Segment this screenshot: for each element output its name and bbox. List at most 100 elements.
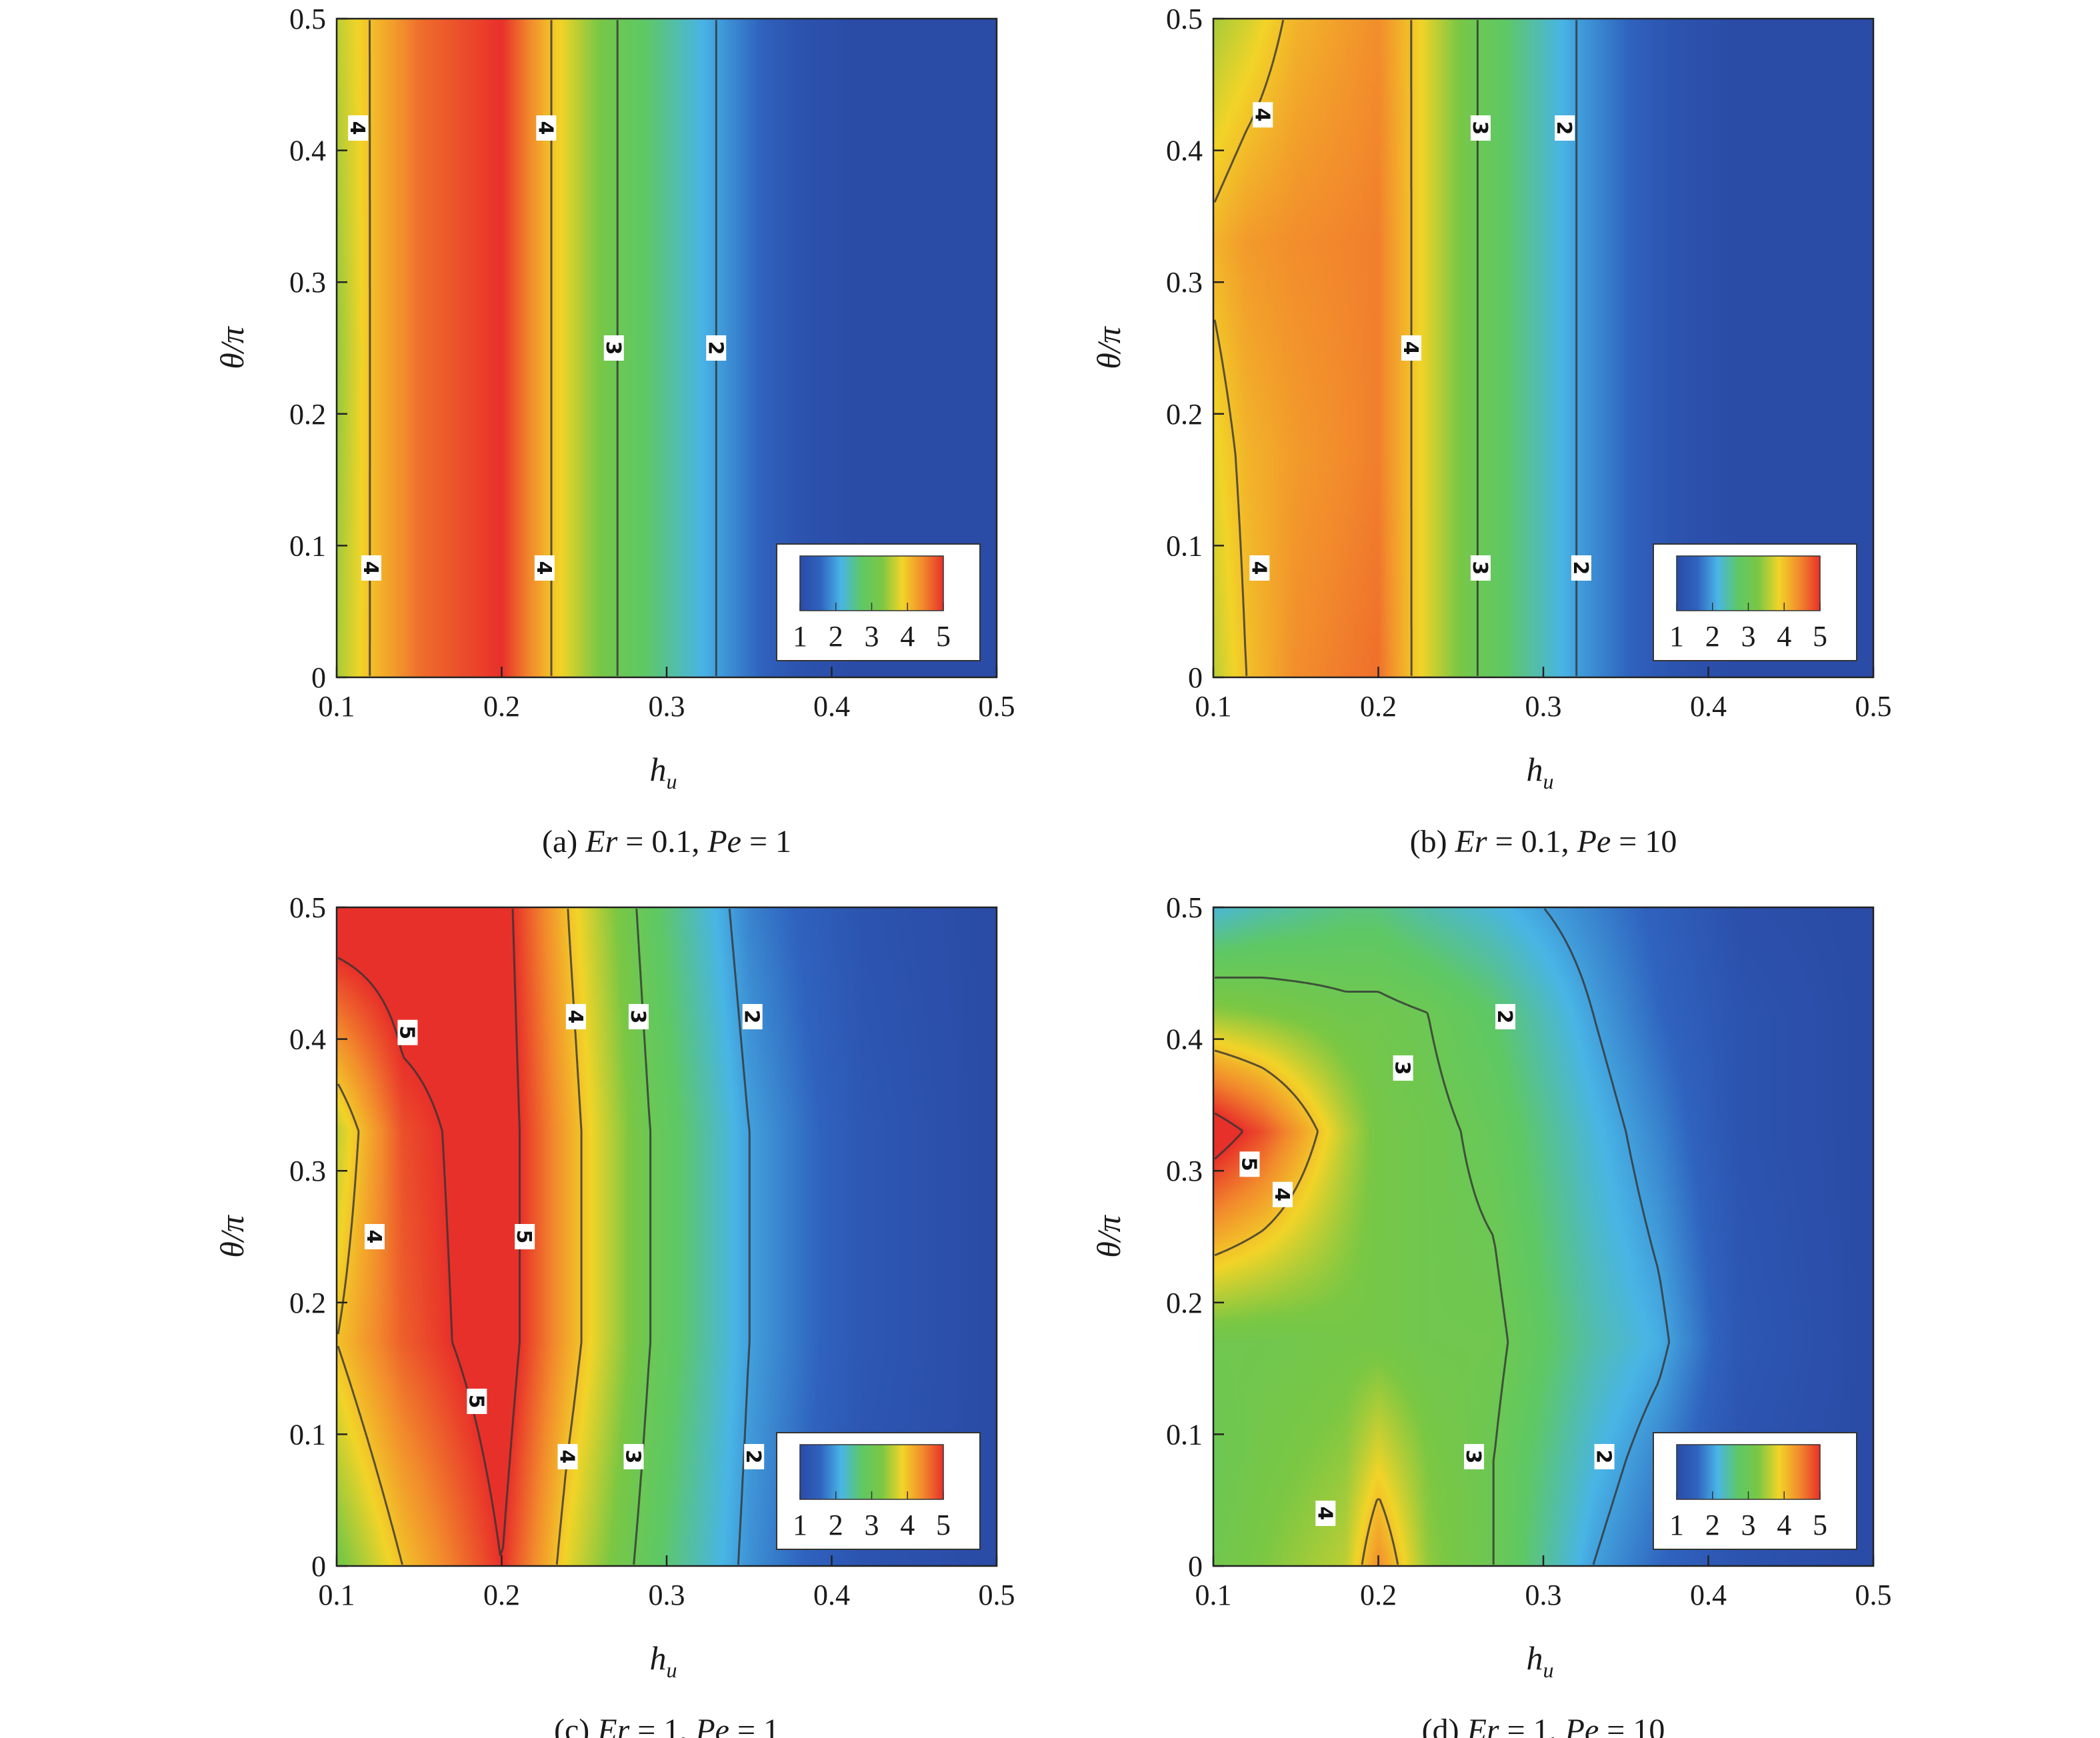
colorbar-tick-label: 1 bbox=[793, 1509, 807, 1541]
colorbar-gradient bbox=[799, 555, 944, 611]
panel-b: 43 244 3 20.1 0.2 0.3 0.4 0.500.10.20.30.40.5hu… bbox=[1090, 3, 1892, 859]
colorbar-tick-label: 5 bbox=[936, 1509, 951, 1541]
y-tick-label: 0.2 bbox=[289, 398, 326, 431]
x-tick-label: 0.1 bbox=[319, 1579, 355, 1611]
colorbar-tick-label: 1 bbox=[793, 620, 807, 653]
contour-label-text: 4 bbox=[1313, 1507, 1336, 1521]
colorbar-tick-label: 5 bbox=[1813, 620, 1827, 653]
y-tick-label: 0.1 bbox=[289, 529, 326, 562]
y-tick-label: 0.4 bbox=[1166, 1023, 1203, 1056]
contour-label: 4 bbox=[1250, 102, 1273, 128]
contour-label: 5 bbox=[464, 1389, 487, 1414]
contour-label-text: 4 bbox=[533, 121, 557, 135]
panel-a: 4 43 24 40.1 0.2 0.3 0.4 0.500.10.20.30.40.5huθ… bbox=[213, 3, 1015, 859]
contour-label: 5 bbox=[1237, 1151, 1260, 1177]
contour-label-text: 2 bbox=[741, 1450, 765, 1464]
panel-c: 54 3 24 554 3 20.1 0.2 0.3 0.4 0.500.10.20.30.40.… bbox=[213, 891, 1015, 1738]
colorbar-tick-label: 3 bbox=[865, 1509, 879, 1541]
y-axis-label: θ/π bbox=[213, 325, 251, 369]
x-axis-label: hu bbox=[1527, 751, 1554, 793]
y-tick-label: 0.2 bbox=[1166, 1287, 1203, 1319]
y-axis-label: θ/π bbox=[1090, 1214, 1127, 1257]
x-tick-label: 0.4 bbox=[813, 1579, 850, 1611]
contour-label: 2 bbox=[1569, 555, 1592, 581]
x-tick-label: 0.3 bbox=[1525, 1579, 1562, 1611]
contour-label: 5 bbox=[512, 1224, 535, 1249]
x-tick-label: 0.2 bbox=[1360, 690, 1397, 723]
contour-line-3 bbox=[633, 909, 652, 1565]
contour-line-2 bbox=[728, 908, 751, 1565]
y-axis-label: θ/π bbox=[1090, 325, 1127, 369]
contour-label: 4 bbox=[532, 555, 555, 581]
y-tick-label: 0 bbox=[1188, 661, 1203, 694]
colorbar-tick-label: 4 bbox=[900, 620, 915, 653]
y-tick-label: 0 bbox=[311, 1550, 326, 1583]
x-tick-label: 0.2 bbox=[1360, 1579, 1397, 1611]
x-tick-label: 0.5 bbox=[1855, 1579, 1892, 1611]
y-tick-label: 0.3 bbox=[1166, 266, 1203, 299]
contour-label-text: 5 bbox=[512, 1230, 535, 1244]
panel-caption: (b) Er = 0.1, Pe = 10 bbox=[1410, 824, 1677, 859]
contour-label: 4 bbox=[1247, 555, 1270, 581]
panel-caption: (a) Er = 0.1, Pe = 1 bbox=[542, 824, 791, 859]
y-tick-label: 0.3 bbox=[1166, 1155, 1203, 1187]
contour-label: 2 bbox=[703, 335, 727, 361]
contour-label-text: 3 bbox=[1468, 121, 1491, 135]
contour-label: 2 bbox=[1552, 115, 1575, 141]
contour-label-text: 2 bbox=[1493, 1010, 1516, 1024]
x-tick-label: 0.1 bbox=[319, 690, 355, 723]
x-axis-label: hu bbox=[650, 1639, 677, 1682]
y-tick-label: 0 bbox=[311, 661, 326, 694]
colorbar-tick-label: 3 bbox=[865, 620, 879, 653]
contour-label-text: 5 bbox=[464, 1395, 487, 1409]
contour-label: 4 bbox=[1270, 1181, 1293, 1207]
x-tick-label: 0.1 bbox=[1195, 1579, 1232, 1611]
colorbar-tick-label: 2 bbox=[829, 620, 843, 653]
y-tick-label: 0.5 bbox=[1166, 3, 1203, 35]
contour-label-text: 3 bbox=[601, 341, 625, 355]
contour-label-text: 3 bbox=[1468, 561, 1491, 575]
contour-label: 3 bbox=[1391, 1055, 1414, 1081]
contour-label: 2 bbox=[1493, 1004, 1516, 1030]
contour-label: 2 bbox=[1592, 1443, 1615, 1469]
contour-label-text: 5 bbox=[1237, 1157, 1260, 1171]
y-tick-label: 0.5 bbox=[289, 3, 326, 35]
contour-label-text: 3 bbox=[621, 1450, 645, 1464]
contour-label-text: 3 bbox=[626, 1010, 649, 1024]
x-tick-label: 0.5 bbox=[979, 690, 1015, 723]
contour-label: 2 bbox=[741, 1443, 765, 1469]
contour-label: 4 bbox=[359, 555, 382, 581]
contour-label: 3 bbox=[626, 1004, 649, 1030]
contour-label-text: 2 bbox=[740, 1010, 763, 1024]
y-tick-label: 0.1 bbox=[1166, 1418, 1203, 1451]
colorbar-tick-label: 1 bbox=[1669, 1509, 1684, 1541]
x-axis-label: hu bbox=[1527, 1639, 1554, 1682]
y-tick-label: 0.4 bbox=[289, 135, 326, 167]
contour-line-4 bbox=[1214, 1049, 1399, 1565]
contour-label: 4 bbox=[533, 115, 557, 141]
contour-label-text: 4 bbox=[1270, 1187, 1293, 1201]
contour-label-text: 4 bbox=[362, 1230, 385, 1244]
colorbar-tick-label: 3 bbox=[1741, 1509, 1756, 1541]
colorbar-tick-label: 3 bbox=[1741, 620, 1756, 653]
contour-label-text: 4 bbox=[359, 561, 382, 575]
contour-label: 4 bbox=[345, 115, 369, 141]
contour-label: 3 bbox=[621, 1443, 645, 1469]
y-tick-label: 0.3 bbox=[289, 1155, 326, 1187]
x-tick-label: 0.4 bbox=[1690, 1579, 1727, 1611]
contour-line-4 bbox=[1213, 19, 1413, 676]
contour-label-text: 3 bbox=[1391, 1061, 1414, 1075]
colorbar-tick-label: 2 bbox=[1705, 620, 1720, 653]
contour-label-text: 3 bbox=[1461, 1450, 1485, 1464]
x-axis-label: hu bbox=[650, 751, 677, 793]
y-tick-label: 0.2 bbox=[289, 1287, 326, 1319]
contour-label-text: 4 bbox=[1399, 341, 1422, 355]
x-tick-label: 0.3 bbox=[649, 1579, 685, 1611]
x-tick-label: 0.5 bbox=[1855, 690, 1892, 723]
contour-line-5 bbox=[1214, 1112, 1244, 1160]
